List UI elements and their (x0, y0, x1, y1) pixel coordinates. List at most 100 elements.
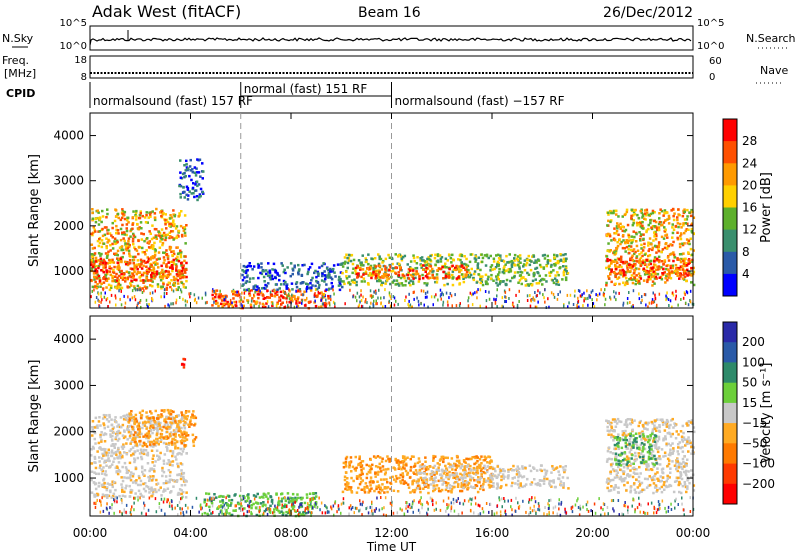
power-cell (518, 274, 522, 277)
power-cell (568, 301, 570, 305)
power-cell (660, 250, 663, 254)
power-cell (487, 275, 490, 279)
velocity-cell (141, 470, 144, 474)
velocity-cell (160, 413, 163, 416)
power-cell (111, 242, 114, 246)
power-cell (323, 274, 327, 277)
power-cell (315, 275, 318, 279)
power-cell (384, 288, 386, 292)
power-cell (627, 244, 631, 248)
power-cell (351, 262, 355, 266)
velocity-cell (169, 409, 172, 412)
velocity-cell (168, 463, 172, 467)
power-cell (608, 250, 611, 253)
power-cell (471, 303, 474, 307)
power-cell (136, 259, 140, 262)
power-cell (426, 295, 428, 299)
power-cell (615, 225, 619, 228)
power-cell (151, 291, 154, 295)
power-cell (119, 257, 123, 261)
power-cell (164, 238, 167, 242)
velocity-cell (462, 481, 465, 484)
power-cell (117, 216, 120, 220)
power-cell (361, 305, 364, 309)
power-cell (289, 297, 293, 300)
velocity-cell (379, 478, 383, 481)
power-cell (562, 253, 565, 257)
power-cell (687, 271, 690, 275)
power-cell (393, 296, 396, 300)
velocity-cell (215, 496, 218, 499)
power-cell (657, 249, 661, 253)
power-cell (94, 280, 97, 284)
power-cell (154, 234, 157, 237)
velocity-cell (299, 496, 303, 500)
velocity-cell (482, 466, 485, 470)
velocity-cell (148, 479, 151, 482)
velocity-cell (138, 432, 141, 436)
power-cell (534, 291, 536, 294)
power-cell (485, 282, 488, 286)
velocity-cell (150, 412, 153, 415)
power-cell (133, 264, 136, 267)
power-cell (128, 259, 132, 262)
velocity-cell (109, 429, 112, 432)
power-cell (162, 282, 165, 286)
power-cell (407, 271, 410, 274)
power-cell (675, 289, 677, 293)
power-cell (362, 273, 365, 276)
power-cell (630, 305, 633, 309)
velocity-cell (116, 456, 119, 459)
power-cell (243, 276, 246, 279)
power-cell (502, 268, 506, 272)
velocity-cell (129, 478, 133, 482)
velocity-cell (107, 494, 111, 498)
power-cell (469, 253, 473, 256)
power-cell (269, 276, 273, 280)
velocity-cell (486, 465, 490, 468)
velocity-cell (152, 423, 156, 426)
power-cell (682, 222, 685, 225)
power-cell (229, 301, 233, 304)
power-cell (132, 261, 135, 265)
power-cell (102, 288, 104, 292)
velocity-cell (135, 442, 138, 446)
power-cell (109, 259, 112, 262)
power-cell (116, 276, 119, 279)
velocity-cell (134, 431, 137, 434)
power-cell (555, 254, 559, 257)
power-cell (173, 214, 176, 218)
power-cell (199, 194, 202, 198)
power-cell (383, 265, 387, 268)
power-cell (163, 251, 167, 255)
velocity-cell (112, 426, 116, 429)
power-cell (150, 275, 153, 279)
velocity-cell (483, 455, 486, 458)
velocity-cell (386, 490, 389, 494)
power-cell (436, 253, 440, 256)
power-colorbar-label: Power [dB] (759, 172, 774, 243)
velocity-cell (183, 483, 187, 487)
velocity-cell (134, 467, 138, 470)
velocity-cell (294, 496, 297, 500)
velocity-cell (143, 469, 147, 472)
velocity-cell (160, 494, 163, 497)
velocity-cell (165, 416, 169, 419)
velocity-cell (131, 475, 135, 478)
velocity-cell (152, 418, 155, 421)
power-cell (592, 302, 595, 306)
power-cell (646, 280, 649, 284)
nave-tick-top: 60 (709, 56, 722, 67)
power-cell (596, 298, 598, 302)
power-cell (639, 234, 642, 238)
power-cell (281, 264, 284, 267)
power-cell (691, 260, 694, 263)
power-cell (195, 195, 199, 198)
velocity-cell (342, 461, 346, 465)
velocity-cell (162, 482, 166, 485)
velocity-cell (142, 435, 145, 438)
power-cell (671, 231, 675, 235)
power-cell (633, 235, 636, 239)
power-cell (160, 287, 163, 290)
power-cell (349, 259, 353, 263)
